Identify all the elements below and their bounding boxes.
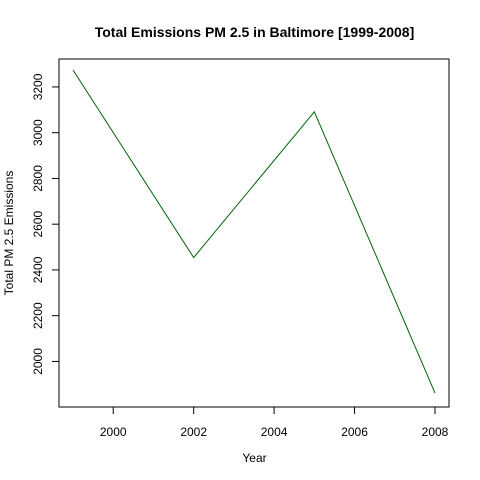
series-layer bbox=[72, 69, 436, 394]
x-axis-title: Year bbox=[242, 451, 266, 465]
y-tick-label: 2000 bbox=[31, 348, 45, 375]
x-tick-label: 2002 bbox=[180, 425, 207, 439]
x-axis: 2000 2002 2004 2006 2008 bbox=[100, 406, 449, 439]
x-tick-label: 2004 bbox=[261, 425, 288, 439]
x-tick-label: 2000 bbox=[100, 425, 127, 439]
x-tick-label: 2006 bbox=[341, 425, 368, 439]
y-tick-label: 2600 bbox=[31, 211, 45, 238]
series-line bbox=[72, 69, 436, 394]
x-tick-label: 2008 bbox=[422, 425, 449, 439]
y-tick-label: 3200 bbox=[31, 73, 45, 100]
y-axis-title: Total PM 2.5 Emissions bbox=[2, 171, 16, 296]
y-axis: 2000 2200 2400 2600 2800 3000 3200 bbox=[31, 73, 60, 375]
y-tick-label: 3000 bbox=[31, 119, 45, 146]
chart-title: Total Emissions PM 2.5 in Baltimore [199… bbox=[95, 24, 415, 40]
y-tick-label: 2200 bbox=[31, 302, 45, 329]
y-tick-label: 2400 bbox=[31, 256, 45, 283]
y-tick-label: 2800 bbox=[31, 165, 45, 192]
